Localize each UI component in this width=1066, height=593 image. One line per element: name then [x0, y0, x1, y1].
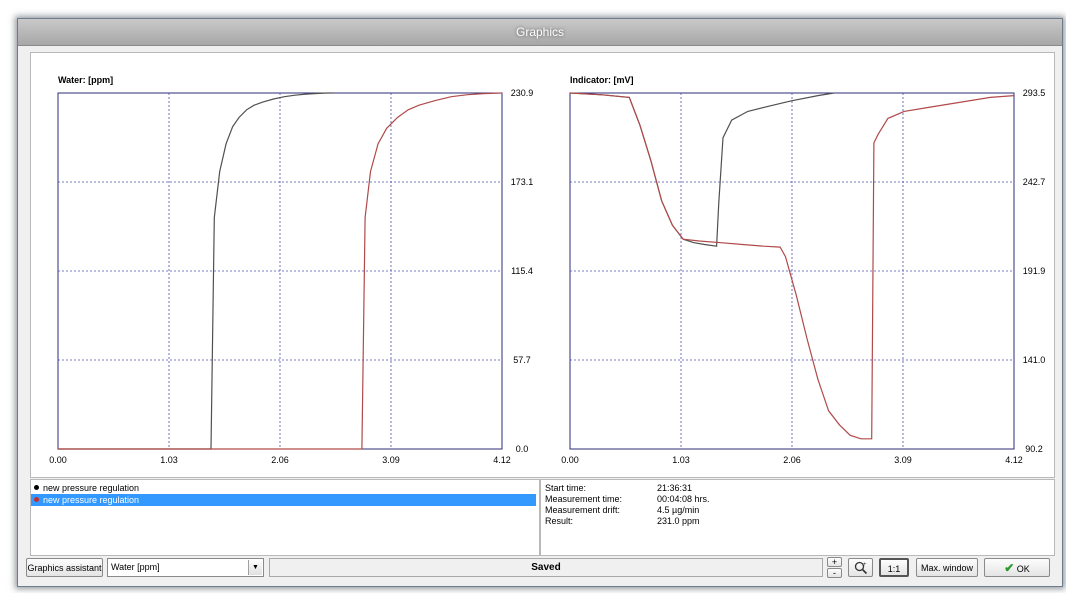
start-time-value: 21:36:31	[657, 483, 693, 493]
x-tick-label: 0.00	[561, 455, 579, 465]
curve-select[interactable]: Water [ppm] ▼	[107, 558, 264, 577]
ok-label: OK	[1016, 564, 1030, 574]
x-tick-label: 4.12	[1005, 455, 1023, 465]
result-value: 231.0 ppm	[657, 516, 700, 526]
y-tick-label: 242.7	[1023, 177, 1046, 187]
measurement-list: new pressure regulation new pressure reg…	[30, 479, 540, 556]
measurement-drift-value: 4.5 µg/min	[657, 505, 700, 515]
curve-select-value: Water [ppm]	[111, 562, 160, 572]
x-tick-label: 1.03	[672, 455, 690, 465]
x-axis-label: Time: [min]	[570, 476, 618, 477]
graphics-window: Graphics Water: [ppm] Time: [min] 0.00 1.03…	[17, 18, 1063, 587]
measurement-row-1[interactable]: new pressure regulation	[31, 482, 536, 494]
x-tick-label: 1.03	[160, 455, 178, 465]
zoom-button[interactable]: +	[848, 558, 873, 577]
svg-text:+: +	[863, 562, 867, 568]
measurement-time-label: Measurement time:	[545, 494, 623, 504]
series-line-1	[58, 92, 333, 450]
series-dot-icon	[34, 485, 39, 490]
y-axis-label: Water: [ppm]	[58, 75, 113, 85]
start-time-label: Start time:	[545, 483, 587, 493]
plots-area: Water: [ppm] Time: [min] 0.00 1.03 2.06 3.09 4…	[30, 52, 1055, 478]
y-axis-label: Indicator: [mV]	[570, 75, 634, 85]
x-tick-label: 3.09	[382, 455, 400, 465]
measurement-time-value: 00:04:08 hrs.	[657, 494, 710, 504]
series-line-2	[569, 92, 1015, 440]
result-label: Result:	[545, 516, 574, 526]
ok-button[interactable]: ✔ OK	[984, 558, 1050, 577]
magnifier-icon: +	[854, 561, 867, 575]
y-tick-label: 191.9	[1023, 266, 1046, 276]
chart-2: Indicator: [mV] Time: [min] 0.00 1.03 2.06 3.…	[561, 75, 1045, 477]
y-tick-label: 115.4	[511, 266, 533, 276]
y-tick-label: 230.9	[511, 88, 534, 98]
x-tick-label: 2.06	[783, 455, 801, 465]
y-tick-label: 141.0	[1023, 355, 1046, 365]
zoom-out-button[interactable]: -	[827, 568, 842, 578]
y-tick-label: 90.2	[1025, 444, 1043, 454]
charts-canvas: Water: [ppm] Time: [min] 0.00 1.03 2.06 3.09 4…	[49, 75, 1045, 477]
x-tick-label: 4.12	[493, 455, 511, 465]
measurement-drift-label: Measurement drift:	[545, 505, 621, 515]
measurement-label: new pressure regulation	[43, 495, 140, 505]
y-tick-label: 0.0	[516, 444, 529, 454]
checkmark-icon: ✔	[1004, 561, 1015, 575]
y-tick-label: 293.5	[1023, 88, 1046, 98]
measurement-label: new pressure regulation	[43, 483, 140, 493]
measurement-row-2[interactable]: new pressure regulation	[31, 494, 536, 506]
x-tick-label: 2.06	[271, 455, 289, 465]
x-tick-label: 0.00	[49, 455, 67, 465]
series-dot-icon	[34, 497, 39, 502]
graphics-assistant-button[interactable]: Graphics assistant	[26, 558, 103, 577]
y-tick-label: 57.7	[513, 355, 531, 365]
results-panel: Start time: 21:36:31 Measurement time: 0…	[540, 479, 1055, 556]
chart-1: Water: [ppm] Time: [min] 0.00 1.03 2.06 3.09 4…	[49, 75, 533, 477]
zoom-in-button[interactable]: +	[827, 557, 842, 567]
chevron-down-icon[interactable]: ▼	[248, 560, 262, 575]
series-line-2	[58, 92, 503, 450]
max-window-button[interactable]: Max. window	[916, 558, 978, 577]
one-to-one-button[interactable]: 1:1	[879, 558, 909, 577]
y-tick-label: 173.1	[511, 177, 534, 187]
x-tick-label: 3.09	[894, 455, 912, 465]
window-title: Graphics	[18, 19, 1062, 46]
x-axis-label: Time: [min]	[58, 476, 106, 477]
status-field: Saved	[269, 558, 823, 577]
bottom-toolbar: Graphics assistant Water [ppm] ▼ Saved +…	[26, 555, 1056, 580]
